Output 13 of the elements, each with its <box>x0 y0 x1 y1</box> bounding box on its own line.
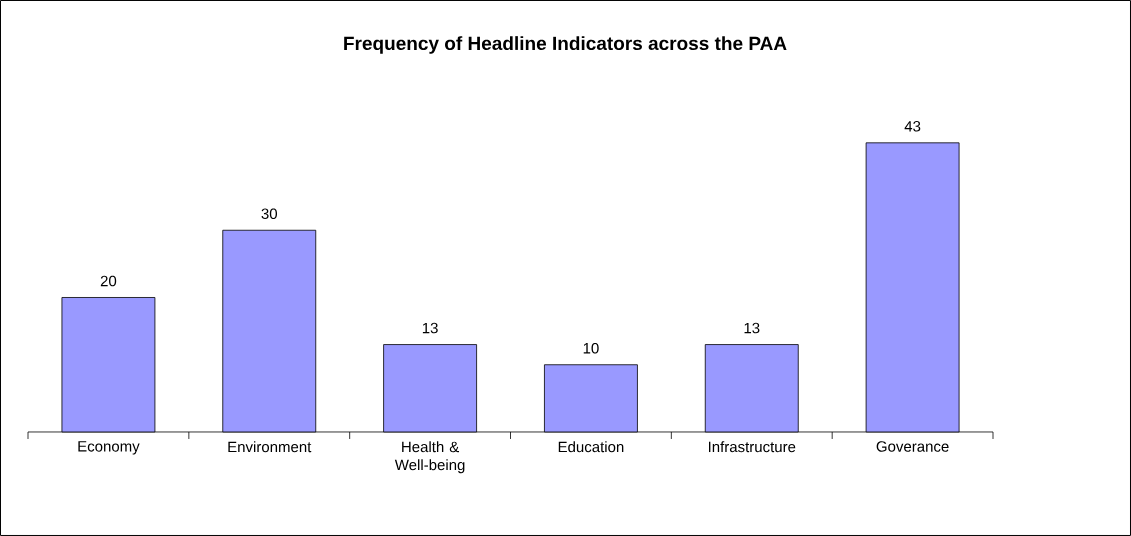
x-tick-label: Environment <box>228 441 312 453</box>
x-tick-label: Goverance <box>876 441 949 452</box>
data-label: 10 <box>583 342 599 354</box>
x-tick-label: Education <box>558 441 624 453</box>
data-label: 13 <box>422 322 438 334</box>
data-label: 30 <box>261 208 278 220</box>
x-tick-label: Infrastructure <box>708 441 796 453</box>
data-label: 20 <box>100 275 117 287</box>
x-tick-label: Economy <box>78 441 140 455</box>
data-label: 43 <box>904 121 921 132</box>
chart-title: Frequency of Headline Indicators across the PAA <box>344 36 787 54</box>
data-label: 13 <box>744 322 760 334</box>
x-tick-label: Health & Well-being <box>394 441 465 474</box>
